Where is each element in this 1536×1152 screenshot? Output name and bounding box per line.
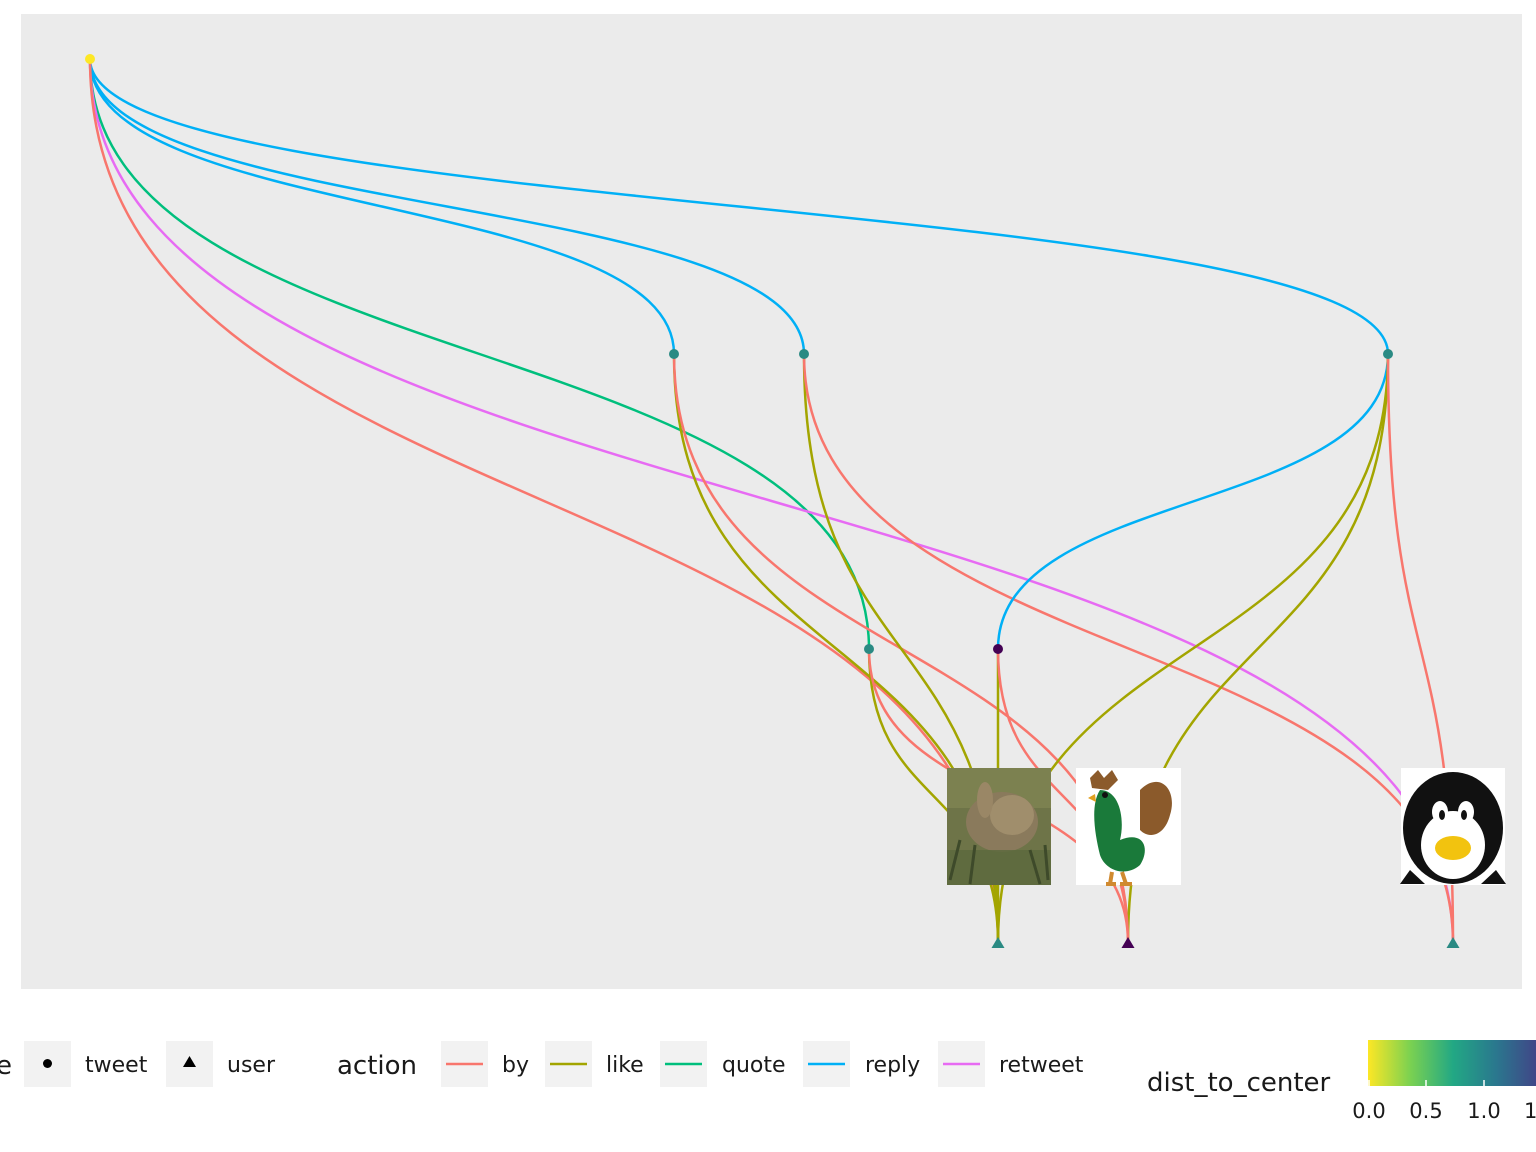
edge-reply [88, 58, 676, 355]
node-tweet-t3 [1383, 349, 1393, 359]
edge-like [867, 648, 1000, 944]
colorbar-tick-3: 1 [1524, 1099, 1536, 1123]
legend-label-by: by [502, 1053, 529, 1078]
legend-label-quote: quote [722, 1053, 786, 1078]
rooster-avatar-image [1076, 768, 1181, 886]
edge-reply [88, 58, 806, 355]
legend-dist-to-center: dist_to_center 0.0 0.5 1.0 1 [1147, 1040, 1536, 1123]
edge-retweet [88, 58, 1455, 944]
node-tweet-root [85, 54, 95, 64]
node-user-u_penguin [1446, 937, 1460, 948]
node-tweet-t5 [993, 644, 1003, 654]
node-user-u_rooster [1121, 937, 1135, 948]
node-user-u_rabbit [991, 937, 1005, 948]
rabbit-avatar-image [947, 768, 1051, 885]
circle-icon [43, 1059, 52, 1068]
legend-label-like: like [606, 1053, 644, 1078]
node-tweet-t2 [799, 349, 809, 359]
legend-label-retweet: retweet [999, 1053, 1084, 1078]
legend-action-title: action [337, 1051, 417, 1081]
legend-dist-title: dist_to_center [1147, 1068, 1331, 1098]
colorbar-tick-0: 0.0 [1352, 1099, 1385, 1123]
colorbar-tick-2: 1.0 [1467, 1099, 1500, 1123]
legend-label-reply: reply [865, 1053, 920, 1078]
legend-type: e tweet user [0, 1041, 276, 1087]
node-tweet-t1 [669, 349, 679, 359]
edge-by [996, 648, 1130, 944]
nodes-layer [85, 54, 1460, 948]
penguin-avatar-image [1400, 768, 1506, 885]
legend-label-tweet: tweet [85, 1053, 148, 1078]
edge-by [88, 58, 1000, 944]
colorbar-tick-1: 0.5 [1409, 1099, 1442, 1123]
edge-reply [996, 353, 1390, 650]
legend-action: action by like quote reply retweet [337, 1041, 1084, 1087]
node-tweet-t4 [864, 644, 874, 654]
edge-quote [88, 58, 871, 650]
legend-label-user: user [227, 1053, 276, 1078]
legend-type-title: e [0, 1051, 12, 1081]
images-layer [947, 768, 1506, 886]
edge-reply [88, 58, 1390, 355]
colorbar [1368, 1040, 1536, 1086]
triangle-icon [183, 1056, 196, 1067]
